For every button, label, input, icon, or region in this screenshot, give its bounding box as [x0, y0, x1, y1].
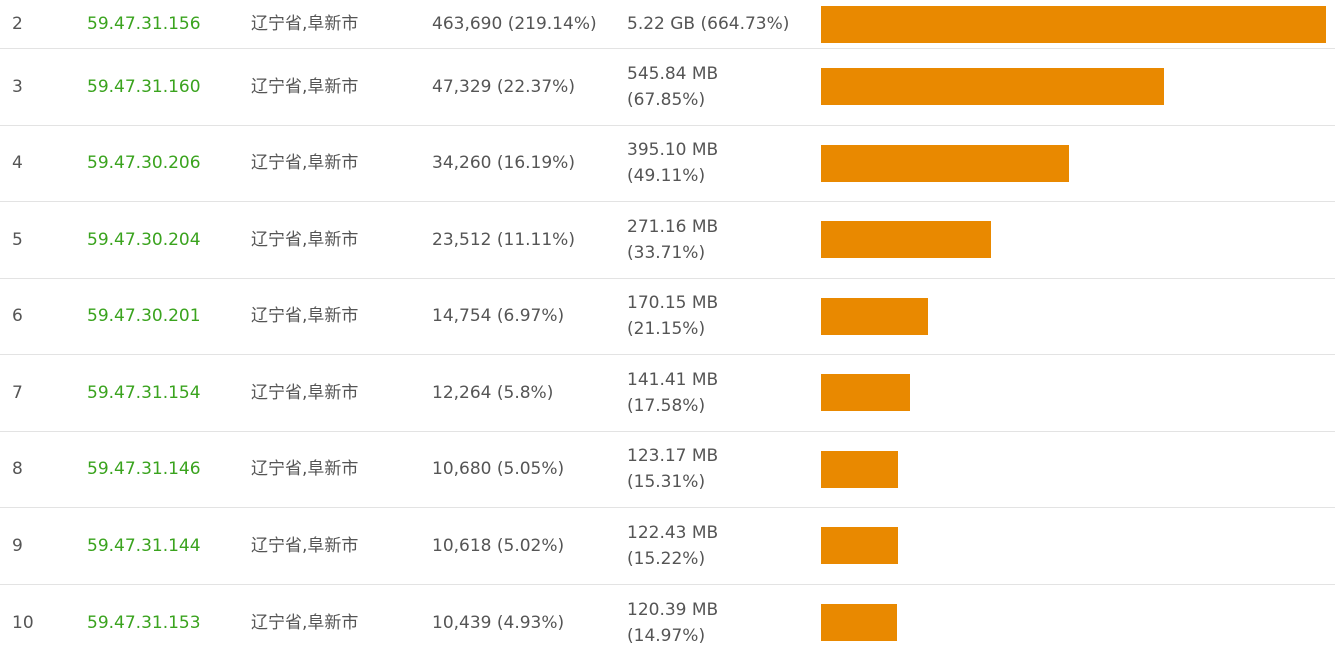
bar-cell: [821, 49, 1326, 125]
rank-cell: 7: [12, 355, 72, 431]
traffic-value: 5.22 GB (664.73%): [627, 11, 807, 37]
traffic-value: 170.15 MB (21.15%): [627, 290, 757, 342]
traffic-cell: 120.39 MB (14.97%): [627, 585, 807, 661]
requests-cell: 463,690 (219.14%): [432, 0, 612, 48]
location-cell: 辽宁省,阜新市: [251, 508, 421, 584]
location-cell: 辽宁省,阜新市: [251, 585, 421, 661]
ip-link[interactable]: 59.47.31.154: [87, 355, 237, 431]
bar-cell: [821, 508, 1326, 584]
rank-cell: 4: [12, 126, 72, 202]
location-cell: 辽宁省,阜新市: [251, 49, 421, 125]
traffic-bar: [821, 374, 910, 411]
location-cell: 辽宁省,阜新市: [251, 432, 421, 508]
ip-link[interactable]: 59.47.30.201: [87, 279, 237, 355]
location-cell: 辽宁省,阜新市: [251, 126, 421, 202]
traffic-cell: 271.16 MB (33.71%): [627, 202, 807, 278]
traffic-value: 123.17 MB (15.31%): [627, 443, 757, 495]
requests-cell: 10,439 (4.93%): [432, 585, 612, 661]
table-row: 9 59.47.31.144 辽宁省,阜新市 10,618 (5.02%) 12…: [0, 508, 1335, 585]
traffic-cell: 545.84 MB (67.85%): [627, 49, 807, 125]
table-row: 7 59.47.31.154 辽宁省,阜新市 12,264 (5.8%) 141…: [0, 355, 1335, 432]
table-row: 4 59.47.30.206 辽宁省,阜新市 34,260 (16.19%) 3…: [0, 126, 1335, 203]
ip-link[interactable]: 59.47.31.160: [87, 49, 237, 125]
requests-cell: 10,618 (5.02%): [432, 508, 612, 584]
traffic-bar: [821, 298, 928, 335]
traffic-cell: 123.17 MB (15.31%): [627, 432, 807, 508]
bar-cell: [821, 355, 1326, 431]
traffic-bar: [821, 68, 1164, 105]
traffic-value: 271.16 MB (33.71%): [627, 214, 757, 266]
rank-cell: 6: [12, 279, 72, 355]
requests-cell: 12,264 (5.8%): [432, 355, 612, 431]
traffic-cell: 5.22 GB (664.73%): [627, 0, 807, 48]
traffic-cell: 122.43 MB (15.22%): [627, 508, 807, 584]
traffic-bar: [821, 604, 897, 641]
table-row: 2 59.47.31.156 辽宁省,阜新市 463,690 (219.14%)…: [0, 0, 1335, 49]
requests-cell: 34,260 (16.19%): [432, 126, 612, 202]
table-row: 6 59.47.30.201 辽宁省,阜新市 14,754 (6.97%) 17…: [0, 279, 1335, 356]
table-row: 3 59.47.31.160 辽宁省,阜新市 47,329 (22.37%) 5…: [0, 49, 1335, 126]
requests-cell: 47,329 (22.37%): [432, 49, 612, 125]
traffic-value: 141.41 MB (17.58%): [627, 367, 757, 419]
traffic-cell: 170.15 MB (21.15%): [627, 279, 807, 355]
bar-cell: [821, 202, 1326, 278]
traffic-value: 395.10 MB (49.11%): [627, 137, 757, 189]
rank-cell: 8: [12, 432, 72, 508]
table-row: 8 59.47.31.146 辽宁省,阜新市 10,680 (5.05%) 12…: [0, 432, 1335, 509]
bar-cell: [821, 585, 1326, 661]
traffic-bar: [821, 221, 991, 258]
rank-cell: 3: [12, 49, 72, 125]
table-row: 10 59.47.31.153 辽宁省,阜新市 10,439 (4.93%) 1…: [0, 585, 1335, 661]
ip-link[interactable]: 59.47.31.153: [87, 585, 237, 661]
traffic-value: 122.43 MB (15.22%): [627, 520, 757, 572]
ip-link[interactable]: 59.47.30.206: [87, 126, 237, 202]
rank-cell: 5: [12, 202, 72, 278]
traffic-value: 545.84 MB (67.85%): [627, 61, 757, 113]
traffic-cell: 395.10 MB (49.11%): [627, 126, 807, 202]
table-row: 5 59.47.30.204 辽宁省,阜新市 23,512 (11.11%) 2…: [0, 202, 1335, 279]
ip-link[interactable]: 59.47.31.156: [87, 0, 237, 48]
traffic-bar: [821, 451, 898, 488]
traffic-value: 120.39 MB (14.97%): [627, 597, 757, 649]
ip-link[interactable]: 59.47.31.146: [87, 432, 237, 508]
traffic-bar: [821, 145, 1069, 182]
requests-cell: 23,512 (11.11%): [432, 202, 612, 278]
location-cell: 辽宁省,阜新市: [251, 0, 421, 48]
traffic-cell: 141.41 MB (17.58%): [627, 355, 807, 431]
requests-cell: 14,754 (6.97%): [432, 279, 612, 355]
bar-cell: [821, 126, 1326, 202]
ip-link[interactable]: 59.47.30.204: [87, 202, 237, 278]
location-cell: 辽宁省,阜新市: [251, 355, 421, 431]
requests-cell: 10,680 (5.05%): [432, 432, 612, 508]
rank-cell: 2: [12, 0, 72, 48]
bar-cell: [821, 279, 1326, 355]
traffic-bar: [821, 527, 898, 564]
location-cell: 辽宁省,阜新市: [251, 202, 421, 278]
rank-cell: 9: [12, 508, 72, 584]
ip-link[interactable]: 59.47.31.144: [87, 508, 237, 584]
location-cell: 辽宁省,阜新市: [251, 279, 421, 355]
bar-cell: [821, 432, 1326, 508]
traffic-bar: [821, 6, 1326, 43]
rank-cell: 10: [12, 585, 72, 661]
bar-cell: [821, 0, 1326, 48]
